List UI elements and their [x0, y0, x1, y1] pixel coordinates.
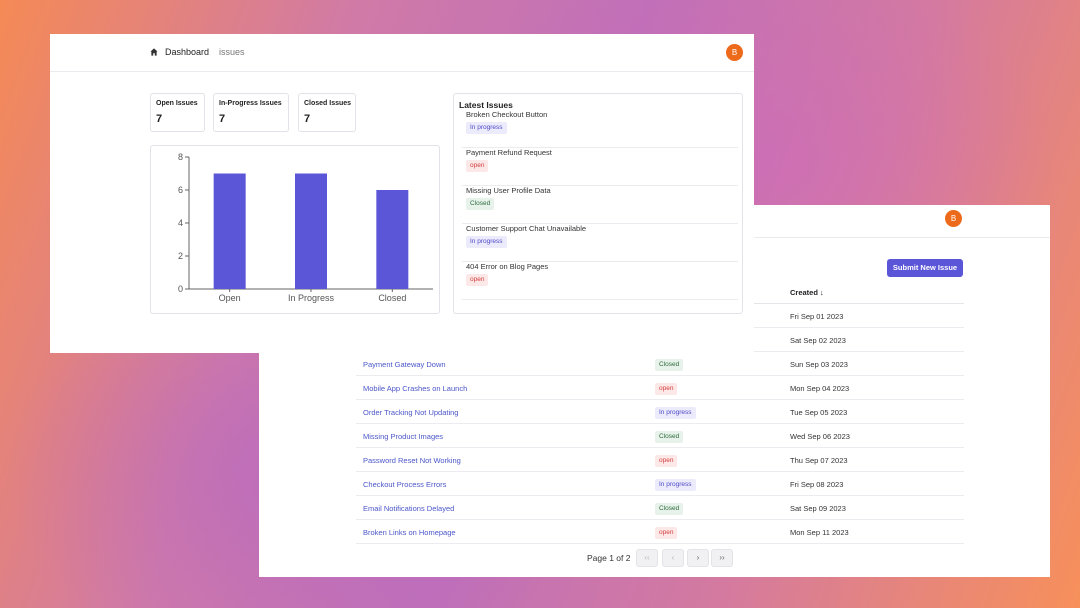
x-tick-label: In Progress: [288, 293, 335, 303]
table-row[interactable]: Order Tracking Not Updating In progress Tu…: [356, 400, 964, 424]
status-badge: Closed: [466, 198, 495, 210]
latest-issue-item[interactable]: Broken Checkout Button In progress: [462, 110, 738, 148]
created-date: Wed Sep 06 2023: [790, 432, 850, 441]
status-badge: In progress: [466, 122, 507, 134]
y-tick-label: 8: [178, 152, 183, 162]
latest-issues-title: Latest Issues: [459, 100, 513, 110]
x-tick-label: Open: [219, 293, 241, 303]
latest-issue-title: 404 Error on Blog Pages: [466, 262, 549, 271]
home-icon: [150, 48, 158, 56]
issue-title-link[interactable]: Payment Gateway Down: [363, 360, 446, 369]
status-badge: In progress: [655, 479, 696, 491]
table-row[interactable]: Payment Gateway Down Closed Sun Sep 03 202…: [356, 352, 964, 376]
latest-issue-title: Broken Checkout Button: [466, 110, 548, 119]
created-column-header[interactable]: Created ↓: [790, 288, 824, 297]
avatar[interactable]: B: [726, 44, 743, 61]
issue-title-link[interactable]: Order Tracking Not Updating: [363, 408, 459, 417]
status-badge: Closed: [655, 359, 684, 371]
created-date: Sat Sep 02 2023: [790, 336, 846, 345]
submit-new-issue-button[interactable]: Submit New Issue: [887, 259, 963, 277]
issues-bar-chart: 0 2 4 6 8 Open In Progress Closed: [178, 152, 433, 303]
status-badge: open: [466, 274, 489, 286]
status-badge: open: [655, 455, 678, 467]
created-date: Fri Sep 01 2023: [790, 312, 844, 321]
avatar[interactable]: B: [945, 210, 962, 227]
created-date: Fri Sep 08 2023: [790, 480, 844, 489]
issues-bar-chart-card: 0 2 4 6 8 Open In Progress Closed: [150, 145, 440, 314]
x-tick-label: Closed: [378, 293, 406, 303]
bar-closed: [376, 190, 409, 289]
table-row[interactable]: Email Notifications Delayed Closed Sat Sep…: [356, 496, 964, 520]
prev-page-button[interactable]: ‹: [662, 549, 684, 567]
table-row[interactable]: Broken Links on Homepage open Mon Sep 11 2…: [356, 520, 964, 544]
stat-value: 7: [304, 113, 311, 125]
next-page-button[interactable]: ›: [687, 549, 709, 567]
stat-card-in-progress: In-Progress Issues 7: [213, 93, 289, 132]
status-badge: Closed: [655, 431, 684, 443]
table-row[interactable]: Missing Product Images Closed Wed Sep 06 2…: [356, 424, 964, 448]
bar-in-progress: [295, 173, 327, 289]
stat-value: 7: [156, 113, 163, 125]
created-date: Sun Sep 03 2023: [790, 360, 848, 369]
bar-open: [213, 173, 246, 289]
latest-issue-item[interactable]: Missing User Profile Data Closed: [462, 186, 738, 224]
stat-card-closed: Closed Issues 7: [298, 93, 356, 132]
created-date: Mon Sep 04 2023: [790, 384, 850, 393]
created-date: Sat Sep 09 2023: [790, 504, 846, 513]
nav-issues-link[interactable]: issues: [219, 47, 245, 57]
latest-issue-item[interactable]: 404 Error on Blog Pages open: [462, 262, 738, 300]
stat-value: 7: [219, 113, 226, 125]
table-row[interactable]: Checkout Process Errors In progress Fri Se…: [356, 472, 964, 496]
y-tick-label: 4: [178, 218, 183, 228]
last-page-button[interactable]: ››: [711, 549, 733, 567]
created-date: Mon Sep 11 2023: [790, 528, 849, 537]
status-badge: open: [655, 527, 678, 539]
created-date: Thu Sep 07 2023: [790, 456, 848, 465]
latest-issue-title: Customer Support Chat Unavailable: [466, 224, 587, 233]
status-badge: open: [655, 383, 678, 395]
issue-title-link[interactable]: Password Reset Not Working: [363, 456, 461, 465]
latest-issue-item[interactable]: Customer Support Chat Unavailable In prog…: [462, 224, 738, 262]
table-row[interactable]: Mobile App Crashes on Launch open Mon Sep …: [356, 376, 964, 400]
stat-label: Open Issues: [156, 100, 198, 107]
created-date: Tue Sep 05 2023: [790, 408, 848, 417]
issue-title-link[interactable]: Checkout Process Errors: [363, 480, 447, 489]
dashboard-topbar: Dashboard issues B: [50, 34, 754, 72]
y-tick-label: 0: [178, 284, 183, 294]
latest-issue-title: Payment Refund Request: [466, 148, 552, 157]
issue-title-link[interactable]: Broken Links on Homepage: [363, 528, 456, 537]
page-indicator: Page 1 of 2: [587, 553, 631, 563]
table-row[interactable]: Password Reset Not Working open Thu Sep 07…: [356, 448, 964, 472]
nav-dashboard-link[interactable]: Dashboard: [165, 47, 210, 57]
latest-issues-card: Latest Issues Broken Checkout Button In p…: [453, 93, 743, 314]
stat-label: In-Progress Issues: [219, 100, 282, 107]
issue-title-link[interactable]: Mobile App Crashes on Launch: [363, 384, 468, 393]
status-badge: open: [466, 160, 489, 172]
stat-card-open: Open Issues 7: [150, 93, 205, 132]
latest-issue-item[interactable]: Payment Refund Request open: [462, 148, 738, 186]
latest-issue-title: Missing User Profile Data: [466, 186, 551, 195]
first-page-button[interactable]: ‹‹: [636, 549, 658, 567]
y-tick-label: 2: [178, 251, 183, 261]
status-badge: In progress: [655, 407, 696, 419]
stat-label: Closed Issues: [304, 100, 352, 107]
status-badge: In progress: [466, 236, 507, 248]
issue-title-link[interactable]: Missing Product Images: [363, 432, 444, 441]
issue-title-link[interactable]: Email Notifications Delayed: [363, 504, 455, 513]
y-tick-label: 6: [178, 185, 183, 195]
status-badge: Closed: [655, 503, 684, 515]
dashboard-window: Dashboard issues B Open Issues 7 In-Prog…: [50, 34, 754, 353]
